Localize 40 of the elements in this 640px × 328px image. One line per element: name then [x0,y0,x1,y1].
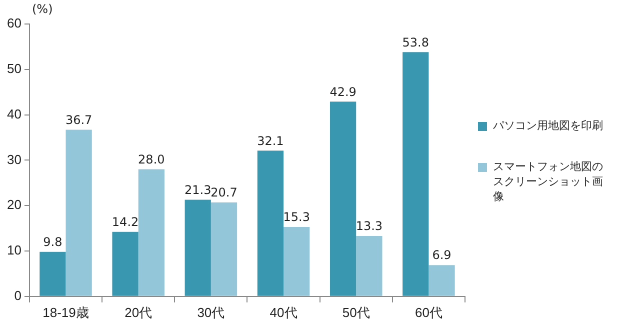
data-label: 13.3 [356,219,383,234]
x-tick-label: 40代 [270,304,298,320]
x-tick-label: 60代 [414,304,442,320]
data-label: 14.2 [112,215,139,230]
bar [184,200,211,296]
bar [138,169,164,296]
bar [112,232,138,296]
bar [402,52,429,296]
y-tick-label: 50 [6,60,22,76]
data-label: 21.3 [184,182,212,197]
y-tick-label: 60 [6,16,22,31]
bar [428,265,455,296]
y-tick-label: 20 [6,197,22,212]
data-label: 6.9 [432,248,452,262]
x-tick-label: 30代 [197,304,225,320]
bar [284,226,310,296]
y-tick-label: 0 [14,288,22,303]
data-label: 28.0 [138,152,165,166]
bar [330,102,356,296]
y-tick-label: 30 [6,152,22,167]
bar [356,236,382,296]
data-label: 42.9 [330,84,356,99]
data-label: 53.8 [402,35,429,50]
x-tick-label: 20代 [124,304,152,320]
x-tick-label: 50代 [342,304,370,320]
y-tick-label: 10 [6,242,22,258]
bar [40,252,66,296]
data-label: 36.7 [65,112,92,127]
bar [66,130,92,296]
legend-label: スマートフォン地図のスクリーンショット画像 [493,159,604,204]
y-axis-title: (%) [32,2,53,16]
bar [210,202,238,296]
y-tick-label: 40 [6,106,22,122]
data-label: 32.1 [257,134,284,148]
data-label: 9.8 [43,235,62,250]
legend-label: パソコン用地図を印刷 [493,118,603,133]
data-label: 20.7 [210,186,238,200]
bar [257,150,284,296]
x-tick-label: 18-19歳 [42,304,89,320]
data-label: 15.3 [283,210,310,224]
